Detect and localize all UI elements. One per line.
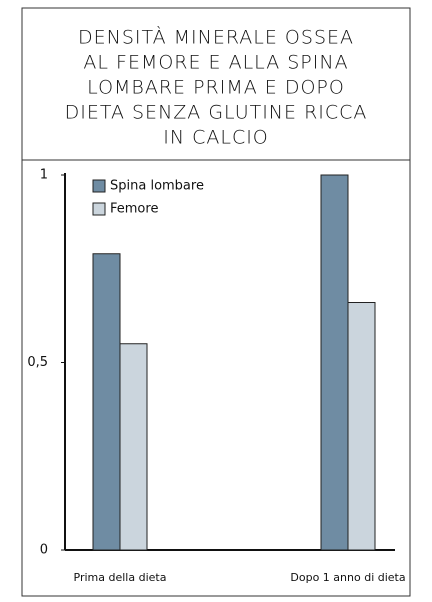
legend-swatch: [92, 179, 106, 193]
bar: [92, 253, 121, 551]
x-tick-label: Dopo 1 anno di dieta: [290, 571, 405, 584]
chart-title: LOMBARE PRIMA E DOPO: [87, 77, 345, 99]
legend-label: Spina lombare: [110, 179, 204, 194]
y-tick-label: 1: [40, 168, 48, 183]
chart-title: IN CALCIO: [163, 127, 269, 149]
y-tick-label: 0: [40, 543, 48, 558]
y-tick-label: 0,5: [27, 355, 48, 370]
legend-label: Femore: [110, 202, 158, 217]
chart-title: DIETA SENZA GLUTINE RICCA: [65, 102, 368, 124]
x-tick-label: Prima della dieta: [74, 571, 167, 584]
bar: [119, 343, 148, 551]
bar: [347, 302, 376, 551]
chart-title: DENSITÀ MINERALE OSSEA: [78, 26, 354, 49]
chart-title: AL FEMORE E ALLA SPINA: [83, 52, 348, 74]
legend-swatch: [92, 202, 106, 216]
frame: [21, 7, 411, 597]
bar: [320, 174, 349, 551]
